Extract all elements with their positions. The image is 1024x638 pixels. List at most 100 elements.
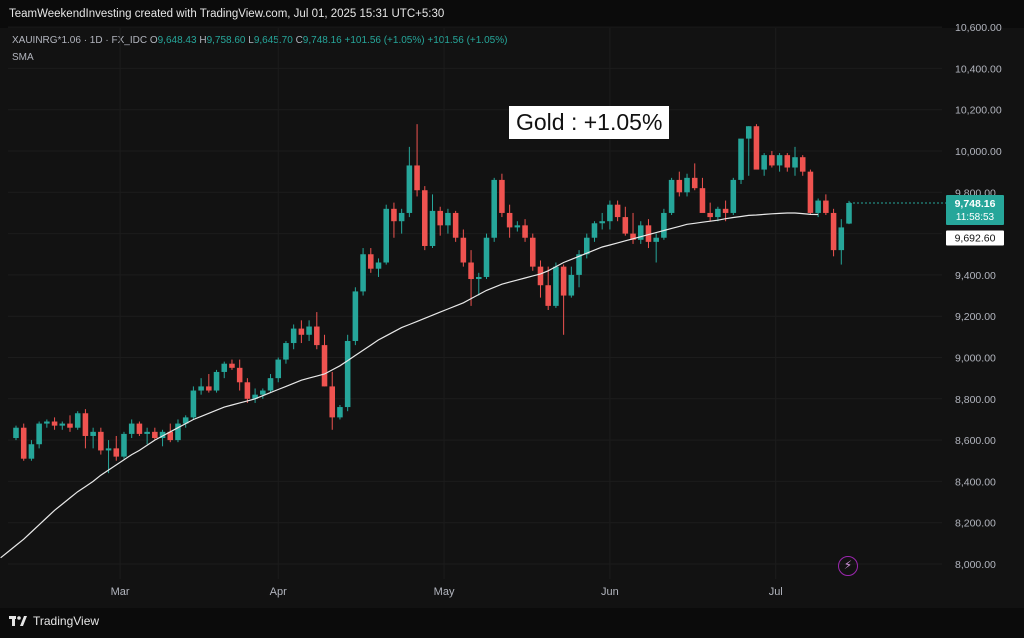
candle bbox=[198, 378, 204, 395]
candle-body bbox=[622, 217, 629, 234]
last-price-tag-bg bbox=[946, 195, 1004, 226]
candle bbox=[846, 200, 852, 225]
candle-body bbox=[460, 237, 467, 263]
candle bbox=[44, 419, 50, 428]
candle-body bbox=[383, 208, 389, 263]
candle bbox=[13, 425, 19, 441]
candle bbox=[838, 219, 845, 265]
tradingview-logo[interactable]: TradingView bbox=[9, 614, 99, 628]
symbol-name[interactable]: XAUINRG*1.06 · 1D · FX_IDC bbox=[12, 35, 148, 46]
candle bbox=[560, 264, 567, 335]
candle-body bbox=[144, 431, 150, 434]
candle-body bbox=[452, 212, 459, 238]
candle bbox=[306, 320, 312, 341]
candle bbox=[82, 409, 89, 449]
candle bbox=[622, 206, 629, 236]
candle bbox=[452, 210, 459, 242]
candle-body bbox=[344, 340, 351, 408]
candle bbox=[684, 173, 690, 197]
candle bbox=[51, 417, 58, 430]
candle bbox=[537, 260, 544, 298]
candle-body bbox=[476, 276, 482, 280]
candle-body bbox=[483, 237, 490, 277]
candle bbox=[753, 124, 760, 170]
candle-body bbox=[360, 254, 366, 292]
candle bbox=[74, 411, 81, 430]
candle-body bbox=[206, 386, 212, 391]
sma-value-tag: 9,692.60 bbox=[946, 230, 1004, 246]
sma-value-tag-bg bbox=[946, 230, 1004, 246]
candle bbox=[591, 221, 598, 242]
candle bbox=[283, 340, 289, 364]
candle bbox=[437, 206, 443, 236]
sma-indicator-label[interactable]: SMA bbox=[12, 52, 34, 63]
candle bbox=[483, 233, 490, 280]
candle bbox=[661, 208, 667, 240]
candle-body bbox=[375, 262, 382, 269]
y-tick-label: 10,200.00 bbox=[955, 105, 1002, 117]
last-price-value: 9,748.16 bbox=[955, 198, 996, 210]
candle bbox=[568, 266, 575, 298]
candle-body bbox=[429, 210, 436, 246]
candle bbox=[383, 204, 389, 265]
candle bbox=[745, 126, 752, 176]
candle-body bbox=[645, 225, 652, 242]
candle-body bbox=[607, 204, 613, 222]
candle-body bbox=[514, 225, 521, 228]
candle-body bbox=[368, 254, 374, 269]
candle bbox=[830, 208, 837, 257]
high-value: 9,758.60 bbox=[206, 35, 246, 46]
open-label: O bbox=[149, 35, 158, 46]
candles bbox=[13, 124, 852, 474]
candle bbox=[529, 233, 536, 271]
y-tick-label: 8,800.00 bbox=[955, 394, 996, 406]
candle-body bbox=[391, 208, 397, 222]
candle bbox=[637, 221, 644, 244]
candle bbox=[583, 233, 590, 259]
x-tick-label: Jun bbox=[601, 586, 619, 598]
candle bbox=[136, 421, 143, 436]
sma-value: 9,692.60 bbox=[955, 232, 996, 244]
candle bbox=[267, 374, 274, 393]
candle bbox=[823, 194, 829, 216]
y-tick-label: 8,000.00 bbox=[955, 559, 996, 571]
y-tick-label: 10,600.00 bbox=[955, 22, 1002, 34]
candle-body bbox=[745, 126, 752, 139]
candle bbox=[406, 146, 413, 218]
candle-body bbox=[414, 165, 420, 191]
y-tick-label: 9,000.00 bbox=[955, 353, 996, 365]
candle-body bbox=[105, 448, 112, 451]
candle-body bbox=[591, 223, 598, 238]
candle bbox=[182, 415, 189, 428]
y-tick-label: 9,400.00 bbox=[955, 270, 996, 282]
lightning-alert-icon[interactable]: ⚡ bbox=[838, 556, 858, 576]
candle-body bbox=[738, 138, 744, 180]
candle-body bbox=[306, 326, 312, 335]
candle-body bbox=[668, 179, 675, 213]
candle bbox=[722, 200, 729, 222]
candle bbox=[213, 369, 220, 393]
candle bbox=[699, 177, 706, 213]
candle bbox=[653, 233, 659, 263]
x-tick-label: Apr bbox=[270, 586, 287, 598]
close-label: C bbox=[295, 35, 303, 46]
candle-body bbox=[445, 212, 451, 226]
high-label: H bbox=[199, 35, 207, 46]
candle-body bbox=[352, 291, 359, 341]
time-axis[interactable]: Mar Apr May Jun Jul bbox=[111, 586, 783, 598]
candle bbox=[761, 153, 767, 176]
candle bbox=[298, 320, 305, 344]
candle-body bbox=[67, 423, 73, 428]
price-axis[interactable]: 8,000.00 8,200.00 8,400.00 8,600.00 8,800.00… bbox=[955, 22, 1002, 571]
candle bbox=[668, 177, 675, 216]
candle-body bbox=[321, 345, 328, 387]
candle bbox=[784, 153, 791, 172]
header-bar: TeamWeekendInvesting created with Tradin… bbox=[0, 0, 1024, 28]
candle bbox=[738, 138, 744, 185]
candle-body bbox=[74, 413, 81, 428]
candle bbox=[645, 219, 652, 249]
candle bbox=[691, 163, 698, 191]
symbol-legend[interactable]: XAUINRG*1.06 · 1D · FX_IDC O9,648.43 H9,… bbox=[12, 35, 507, 46]
candle-body bbox=[568, 274, 575, 296]
